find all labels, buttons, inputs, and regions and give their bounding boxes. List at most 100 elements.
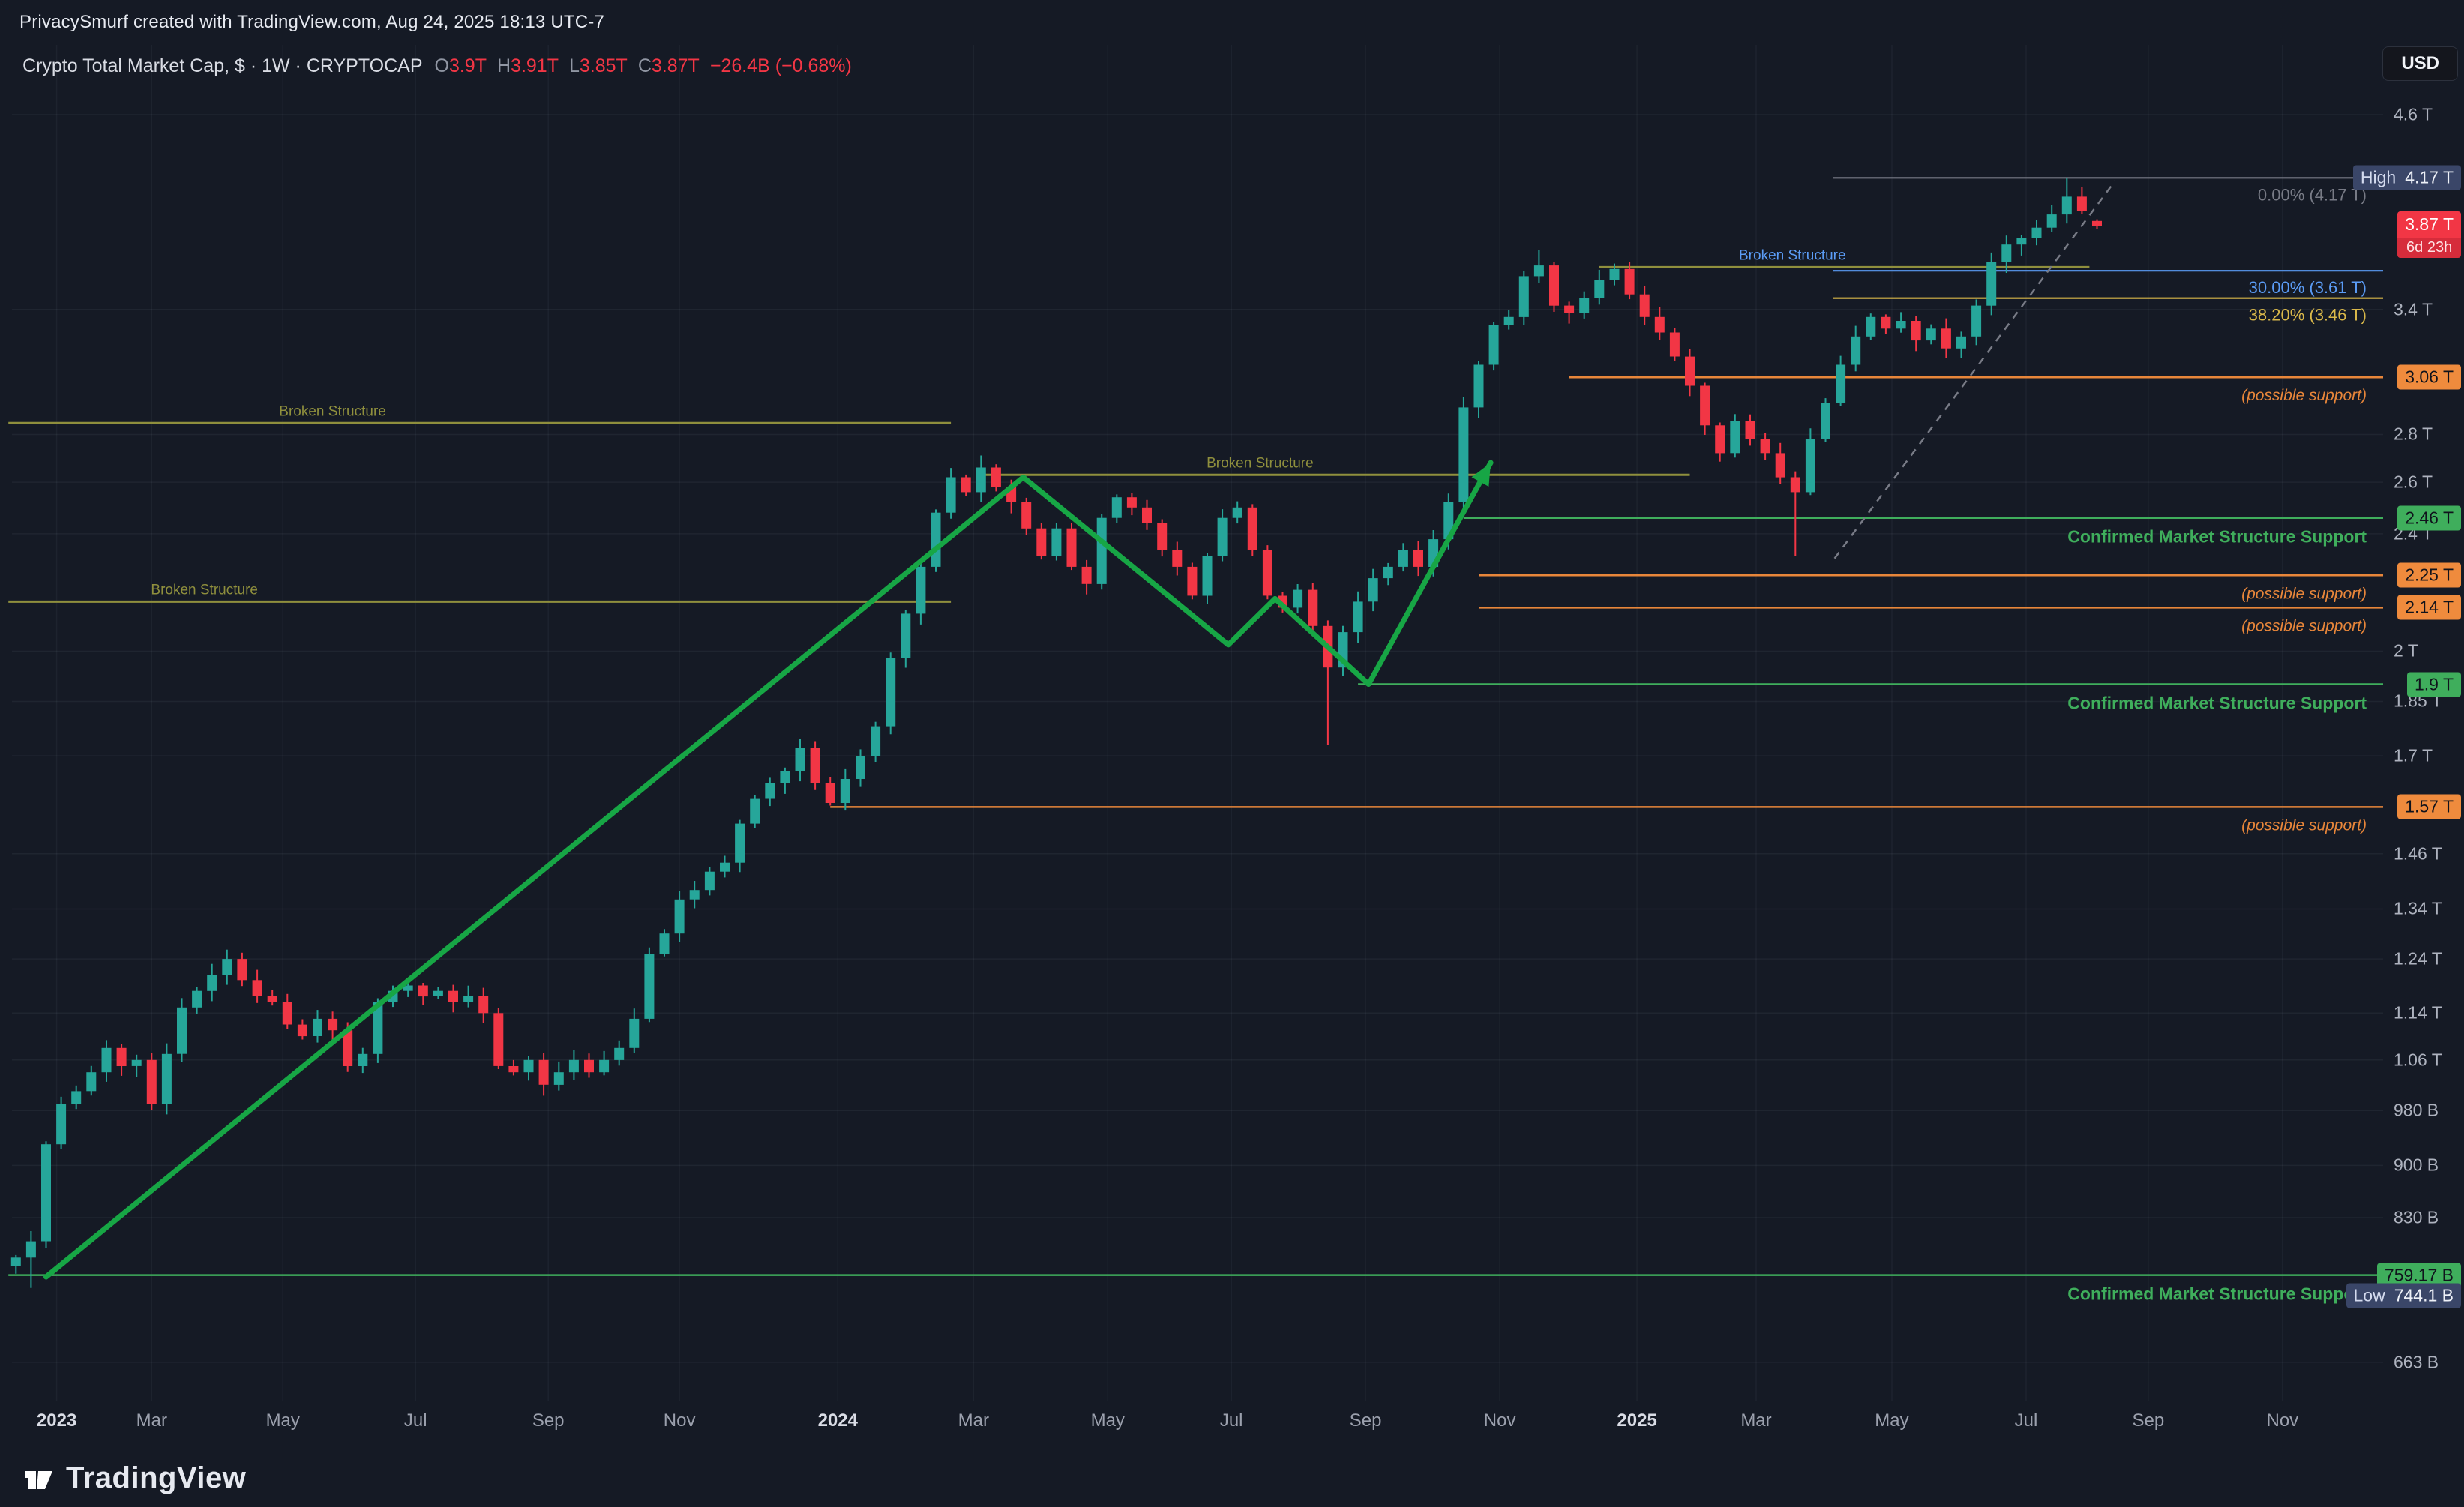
candle bbox=[508, 1059, 519, 1076]
price-axis-tick: 1.06 T bbox=[2394, 1050, 2442, 1070]
candle bbox=[1398, 543, 1408, 572]
candle bbox=[810, 741, 820, 790]
candle bbox=[614, 1040, 625, 1066]
price-axis-tick: 1.14 T bbox=[2394, 1002, 2442, 1023]
candle bbox=[10, 1254, 21, 1274]
price-badge-support-1-57: 1.57 T bbox=[2397, 794, 2461, 819]
candle bbox=[56, 1096, 67, 1149]
candle bbox=[599, 1050, 610, 1076]
candle bbox=[1066, 523, 1077, 571]
candle bbox=[780, 767, 790, 794]
candle bbox=[2061, 178, 2072, 224]
time-axis[interactable]: 2023 Mar May Jul Sep Nov 2024 Mar May Jul Sep Nov 20… bbox=[0, 1401, 2464, 1440]
candle bbox=[735, 819, 745, 873]
candle bbox=[659, 929, 670, 957]
candle bbox=[1308, 583, 1318, 637]
price-axis-tick: 900 B bbox=[2394, 1155, 2439, 1175]
candle bbox=[1956, 331, 1966, 358]
candle bbox=[1096, 514, 1107, 590]
fib-retracement[interactable] bbox=[1833, 177, 2383, 559]
price-axis-tick: 2.8 T bbox=[2394, 424, 2433, 444]
candle bbox=[674, 891, 685, 942]
candle bbox=[1368, 568, 1378, 612]
candle bbox=[86, 1065, 97, 1096]
candle bbox=[1775, 442, 1785, 484]
candle bbox=[1986, 252, 1997, 316]
symbol-title[interactable]: Crypto Total Market Cap, $ · 1W · CRYPTO… bbox=[22, 55, 423, 76]
currency-toggle-button[interactable]: USD bbox=[2382, 46, 2458, 81]
candle bbox=[116, 1044, 127, 1076]
time-axis-label: Jul bbox=[2014, 1410, 2038, 1431]
candle bbox=[538, 1053, 549, 1096]
svg-text:Broken Structure: Broken Structure bbox=[1739, 247, 1846, 263]
candle bbox=[463, 985, 474, 1008]
svg-text:Broken Structure: Broken Structure bbox=[151, 582, 258, 598]
price-axis-tick: 4.6 T bbox=[2394, 104, 2433, 124]
candle bbox=[1413, 541, 1423, 577]
candle bbox=[644, 947, 655, 1023]
candlestick-series[interactable] bbox=[10, 178, 2102, 1288]
candle bbox=[358, 1047, 368, 1074]
price-axis-tick: 2.6 T bbox=[2394, 472, 2433, 492]
svg-text:(possible support): (possible support) bbox=[2241, 585, 2367, 602]
candle bbox=[25, 1231, 36, 1288]
svg-text:38.20% (3.46 T): 38.20% (3.46 T) bbox=[2249, 306, 2367, 325]
candle bbox=[1594, 269, 1605, 305]
candle bbox=[1654, 307, 1665, 340]
credit-text: PrivacySmurf created with TradingView.co… bbox=[19, 12, 605, 32]
candle bbox=[1896, 312, 1906, 333]
price-axis-tick: 830 B bbox=[2394, 1207, 2439, 1227]
support-resistance-lines[interactable] bbox=[8, 265, 2383, 1276]
svg-text:30.00% (3.61 T): 30.00% (3.61 T) bbox=[2249, 278, 2367, 297]
trend-arrow[interactable] bbox=[43, 460, 1494, 1280]
candle bbox=[629, 1008, 640, 1053]
price-badge-support-3-06: 3.06 T bbox=[2397, 364, 2461, 390]
candle bbox=[553, 1061, 564, 1091]
time-axis-label: Sep bbox=[532, 1410, 565, 1431]
tradingview-brand-link[interactable]: TradingView bbox=[21, 1461, 246, 1495]
low-value: 3.85T bbox=[579, 55, 628, 76]
candle bbox=[1518, 271, 1529, 325]
arrowhead-icon bbox=[1471, 463, 1491, 487]
candle bbox=[1881, 314, 1891, 334]
chart-labels: Broken Structure Broken Structure Broken S… bbox=[151, 185, 2367, 1303]
svg-text:Broken Structure: Broken Structure bbox=[1207, 455, 1314, 471]
candle bbox=[795, 739, 805, 782]
candle bbox=[373, 998, 383, 1063]
candle bbox=[1805, 428, 1815, 496]
svg-text:Confirmed Market Structure Sup: Confirmed Market Structure Support bbox=[2067, 527, 2367, 547]
price-axis-tick: 2 T bbox=[2394, 640, 2418, 661]
time-axis-label: Mar bbox=[1740, 1410, 1772, 1431]
time-axis-label: 2024 bbox=[817, 1410, 858, 1431]
candle bbox=[750, 795, 760, 828]
candle bbox=[1232, 501, 1242, 524]
candle bbox=[41, 1141, 51, 1248]
time-axis-label: May bbox=[265, 1410, 300, 1431]
candle bbox=[418, 983, 428, 1005]
candle bbox=[1941, 318, 1951, 358]
candle bbox=[704, 867, 715, 896]
price-axis-tick: 1.7 T bbox=[2394, 745, 2433, 765]
candle bbox=[2031, 220, 2042, 246]
candle bbox=[131, 1054, 142, 1077]
candle bbox=[328, 1011, 338, 1041]
candle bbox=[1866, 313, 1876, 340]
svg-text:Broken Structure: Broken Structure bbox=[279, 403, 386, 419]
candle bbox=[237, 952, 247, 987]
candle bbox=[1458, 397, 1469, 512]
time-axis-label: Nov bbox=[2266, 1410, 2299, 1431]
candle bbox=[1669, 328, 1680, 361]
price-axis-tick: 980 B bbox=[2394, 1100, 2439, 1120]
close-value: 3.87T bbox=[651, 55, 700, 76]
ohlc-values: O3.9T H3.91T L3.85T C3.87T −26.4B (−0.68… bbox=[435, 55, 852, 77]
candle bbox=[1564, 301, 1575, 324]
candle bbox=[1821, 398, 1830, 442]
candle bbox=[901, 610, 911, 668]
candle bbox=[1338, 625, 1348, 676]
symbol-legend[interactable]: Crypto Total Market Cap, $ · 1W · CRYPTO… bbox=[22, 55, 852, 77]
candle bbox=[1609, 263, 1620, 286]
open-label: O bbox=[434, 55, 449, 76]
